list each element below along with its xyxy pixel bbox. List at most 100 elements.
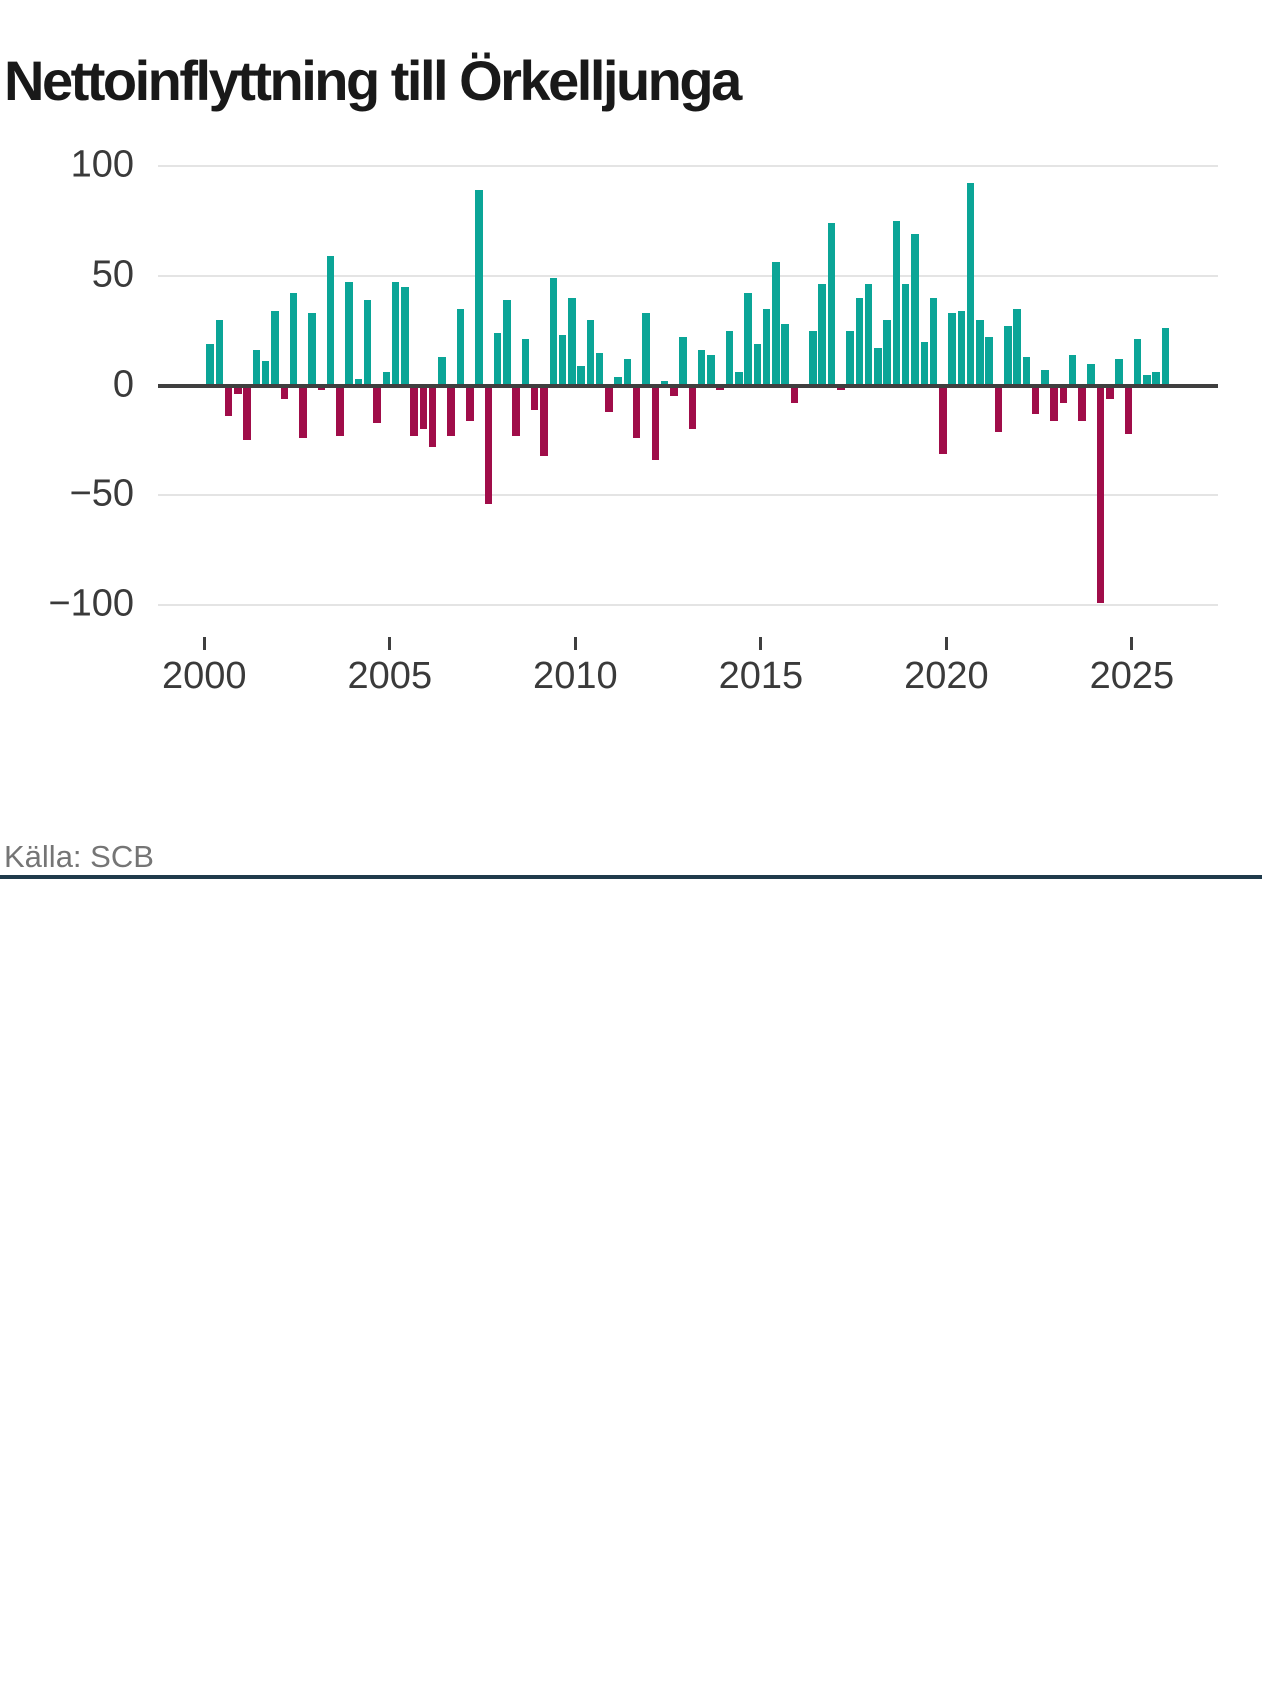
bar [345,282,353,386]
bar [781,323,789,386]
bar [475,189,483,386]
bar [224,385,233,417]
net-migration-bar-chart: 100 50 0 −50 −100 2000 2005 2010 2015 2020 2025 [0,0,1262,720]
bar [1078,385,1086,421]
bar [1161,328,1170,386]
gridline [158,164,1218,167]
bar [846,330,854,386]
footer-accent-bar [0,875,1262,879]
bar [809,330,817,386]
x-axis-label: 2020 [904,655,989,697]
bar [605,385,613,412]
bar [883,319,891,386]
bar [586,319,595,386]
bar [466,385,474,421]
bar [252,350,261,386]
bar [447,385,455,437]
bar [735,372,743,386]
bar [976,319,984,386]
x-axis-label: 2005 [347,655,433,697]
bar [1068,354,1077,386]
bar [623,359,632,386]
x-axis-tick [944,637,948,650]
bar [772,262,780,386]
bar [939,385,947,454]
x-axis-tick [759,637,763,650]
bar [837,385,845,390]
x-axis-tick [202,637,206,650]
bar [948,312,956,386]
gridline [158,604,1218,607]
y-axis-label: −50 [69,472,134,515]
bar [280,385,288,399]
bar [363,299,372,386]
y-axis-label: 100 [70,143,134,186]
bar [382,372,391,386]
gridline [158,494,1218,497]
page-title: Nettoinflyttning till Örkelljunga [4,48,742,112]
bar [595,352,604,386]
bar [1050,385,1058,421]
bar [994,385,1003,432]
bar [261,361,270,386]
x-axis-tick [1130,637,1134,650]
bar [401,286,409,386]
bar [688,385,697,430]
bar [493,332,502,386]
bar [1059,385,1068,404]
bar [373,385,381,423]
bar [1022,356,1031,386]
bar [1041,370,1049,386]
x-axis-tick [573,637,577,650]
bar [289,293,298,386]
bar [1133,339,1142,386]
bar [725,330,734,386]
bar [614,376,622,386]
bar [1087,363,1095,386]
bar [317,385,326,390]
bar [753,343,762,386]
bar [911,233,919,386]
bar [438,356,446,386]
bar [1031,385,1040,415]
bar [326,255,335,386]
bar [503,299,511,386]
bar [1152,372,1160,386]
x-axis-label: 2010 [533,655,618,697]
bar [716,385,724,390]
y-axis-label: 50 [91,253,134,296]
bar [568,297,576,386]
bar [651,385,660,461]
bar [762,308,771,386]
gridline [158,274,1218,277]
bar [484,385,493,505]
bar [558,334,567,386]
bar [818,284,826,386]
x-axis-label: 2000 [162,655,247,697]
bar [1096,385,1105,603]
bar [530,385,539,410]
bar [336,385,344,437]
bar [707,354,715,386]
bar [957,310,966,386]
bar [234,385,242,395]
bar [679,337,687,386]
bar [670,385,678,397]
bar [512,385,520,437]
bar [874,348,882,386]
bar [1115,359,1123,386]
source-caption: Källa: SCB [4,839,154,874]
bar [354,378,363,386]
x-axis-label: 2025 [1089,655,1175,697]
bar [920,341,929,386]
bar [540,385,548,456]
bar [985,337,993,386]
bar [1143,374,1151,386]
bar [577,365,585,386]
y-axis-label: −100 [48,582,134,625]
bar [1004,326,1012,386]
bar [697,350,706,386]
bar [744,293,752,386]
bar [308,312,316,386]
bar [428,385,437,448]
